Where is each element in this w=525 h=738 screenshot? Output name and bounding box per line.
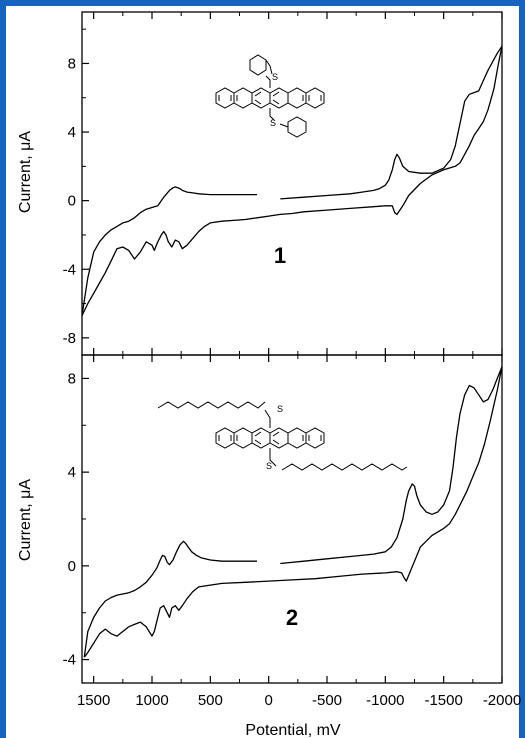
cv-trace-cathodic-sweep — [280, 366, 503, 565]
y-tick-label: 0 — [68, 558, 76, 575]
structure-2-chain-top — [157, 401, 266, 409]
panel-2-traces — [83, 366, 503, 658]
structure-1-pentacene — [215, 54, 325, 138]
panel-2-y-axis-label: Current, μA — [17, 479, 34, 561]
panel-1-x-ticks — [93, 12, 503, 355]
cv-trace-anodic-return — [81, 46, 503, 316]
cv-trace-cathodic-sweep — [280, 45, 503, 200]
x-tick-label: 0 — [264, 692, 272, 709]
panel-1-y-axis-label: Current, μA — [17, 131, 34, 213]
cv-trace-anodic-return — [83, 366, 503, 658]
x-tick-label: -2000 — [483, 692, 521, 709]
x-tick-label: -1000 — [366, 692, 404, 709]
y-tick-label: -4 — [63, 652, 76, 669]
structure-1-sulfur-top: S — [272, 72, 278, 82]
y-tick-label: 4 — [68, 124, 76, 141]
structure-2-chain-bottom — [281, 463, 408, 471]
y-tick-label: 4 — [68, 464, 76, 481]
x-axis-label: Potential, mV — [245, 722, 340, 738]
panel-2-x-ticks: 1500 1000 500 0 -500 -1000 -1500 -2000 — [77, 355, 521, 709]
structure-1-sulfur-bottom: S — [270, 118, 276, 128]
panel-1-traces — [81, 45, 503, 316]
structure-2: S S — [157, 401, 408, 471]
y-tick-label: -4 — [63, 261, 76, 278]
panel-2-y-ticks: -4 0 4 8 — [63, 370, 89, 669]
cv-trace-anodic-sweep — [81, 186, 257, 316]
panel-2-plot-frame — [81, 354, 503, 684]
x-tick-label: 1000 — [135, 692, 168, 709]
x-tick-label: -1500 — [424, 692, 462, 709]
x-tick-label: 500 — [198, 692, 223, 709]
panel-2-label: 2 — [286, 605, 298, 630]
panel-1-plot-frame — [81, 11, 503, 356]
panel-1-label: 1 — [274, 243, 286, 268]
y-tick-label: 8 — [68, 55, 76, 72]
structure-2-sulfur-bottom: S — [266, 461, 272, 471]
cv-trace-anodic-sweep — [83, 540, 257, 658]
y-tick-label: 8 — [68, 370, 76, 387]
structure-2-sulfur-top: S — [277, 404, 283, 414]
y-tick-label: -8 — [63, 330, 76, 347]
panel-2: -4 0 4 8 1500 1000 500 0 -500 -1000 -1500 -2000 Cu… — [17, 354, 521, 738]
structure-1: S S — [215, 54, 325, 138]
x-tick-label: 1500 — [77, 692, 110, 709]
structure-2-pentacene — [215, 409, 325, 467]
x-tick-label: -500 — [312, 692, 342, 709]
panel-1: -8 -4 0 4 8 Current, μA 1 S S — [17, 11, 503, 356]
y-tick-label: 0 — [68, 193, 76, 210]
panel-1-y-ticks: -8 -4 0 4 8 — [63, 28, 89, 347]
